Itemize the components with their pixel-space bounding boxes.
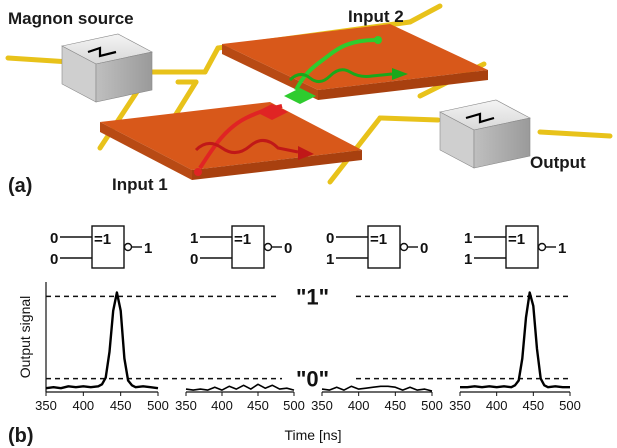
output-label: Output	[530, 153, 586, 172]
x-tick-label: 400	[348, 398, 370, 413]
signal-panel-3: 350 400 450 500	[311, 385, 443, 413]
gate-symbol: =1	[94, 231, 111, 248]
signal-trace	[460, 291, 570, 389]
input1-spinwave	[194, 104, 314, 176]
input1-label: Input 1	[112, 175, 168, 194]
gate-output: 0	[420, 240, 428, 257]
source-symbol-icon	[87, 46, 117, 58]
x-tick-label: 400	[211, 398, 233, 413]
device-schematic: Magnon source Input 2 Input 1 Output (a)	[5, 3, 613, 197]
signal-panel-2: 350 400 450 500	[175, 383, 305, 413]
x-tick-label: 350	[449, 398, 471, 413]
xnor-gate-2: 1 0 =1 0	[190, 225, 292, 269]
signal-panel-1: 350 400 450 500	[35, 291, 169, 413]
panel-a-label: (a)	[8, 175, 32, 197]
x-tick-label: 450	[384, 398, 406, 413]
detector-symbol-icon	[465, 112, 495, 124]
gate-inverter-bubble	[537, 242, 547, 252]
input2-spinwave	[284, 36, 408, 104]
xnor-gate-3: 0 1 =1 0	[326, 225, 428, 269]
input2-label: Input 2	[348, 7, 404, 26]
gate-input-2: 1	[464, 251, 472, 268]
x-tick-label: 500	[147, 398, 169, 413]
gate-body	[505, 225, 539, 269]
x-tick-label: 500	[421, 398, 443, 413]
gate-symbol: =1	[234, 231, 251, 248]
gate-inverter-bubble	[399, 242, 409, 252]
gate-inverter-bubble	[263, 242, 273, 252]
x-tick-label: 450	[247, 398, 269, 413]
signal-trace	[45, 291, 159, 390]
xnor-gate-row: 0 0 =1 1 1 0 =1 0 0 1 =1 0 1 1 =1 1	[50, 225, 566, 269]
y-axis-title: Output signal	[17, 296, 33, 379]
x-tick-label: 500	[559, 398, 581, 413]
signal-trace	[321, 385, 433, 392]
signal-trace	[185, 383, 295, 391]
gate-input-2: 0	[50, 251, 58, 268]
x-tick-label: 400	[486, 398, 508, 413]
gate-inverter-bubble	[123, 242, 133, 252]
output-box	[439, 99, 531, 169]
gate-body	[231, 225, 265, 269]
magnon-source-label: Magnon source	[8, 9, 134, 28]
gate-output: 1	[558, 240, 566, 257]
waveguide-lower	[100, 102, 362, 180]
magnon-source-box	[61, 33, 153, 103]
gate-output: 0	[284, 240, 292, 257]
x-tick-label: 500	[283, 398, 305, 413]
gate-body	[91, 225, 125, 269]
gate-symbol: =1	[370, 231, 387, 248]
gate-input-2: 0	[190, 251, 198, 268]
gate-input-1: 0	[326, 230, 334, 247]
xnor-gate-4: 1 1 =1 1	[464, 225, 566, 269]
xnor-gate-1: 0 0 =1 1	[50, 225, 152, 269]
gate-input-1: 1	[464, 230, 472, 247]
waveguide-upper	[222, 24, 488, 100]
x-tick-label: 350	[311, 398, 333, 413]
x-tick-label: 350	[35, 398, 57, 413]
gate-input-1: 0	[50, 230, 58, 247]
x-axis-title: Time [ns]	[284, 427, 341, 443]
signal-panel-4: 350 400 450 500	[449, 291, 581, 413]
gate-input-2: 1	[326, 251, 334, 268]
gate-symbol: =1	[508, 231, 525, 248]
gate-input-1: 1	[190, 230, 198, 247]
gate-output: 1	[144, 240, 152, 257]
panel-b-label: (b)	[8, 425, 34, 447]
x-tick-label: 450	[522, 398, 544, 413]
x-tick-label: 400	[72, 398, 94, 413]
level-high-label: "1"	[296, 284, 329, 309]
level-low-label: "0"	[296, 367, 329, 392]
x-tick-label: 350	[175, 398, 197, 413]
x-tick-label: 450	[110, 398, 132, 413]
output-signal-chart: "1" "0" 350 400 450 500 350 400 450 500 350 400 450 5…	[17, 282, 581, 443]
